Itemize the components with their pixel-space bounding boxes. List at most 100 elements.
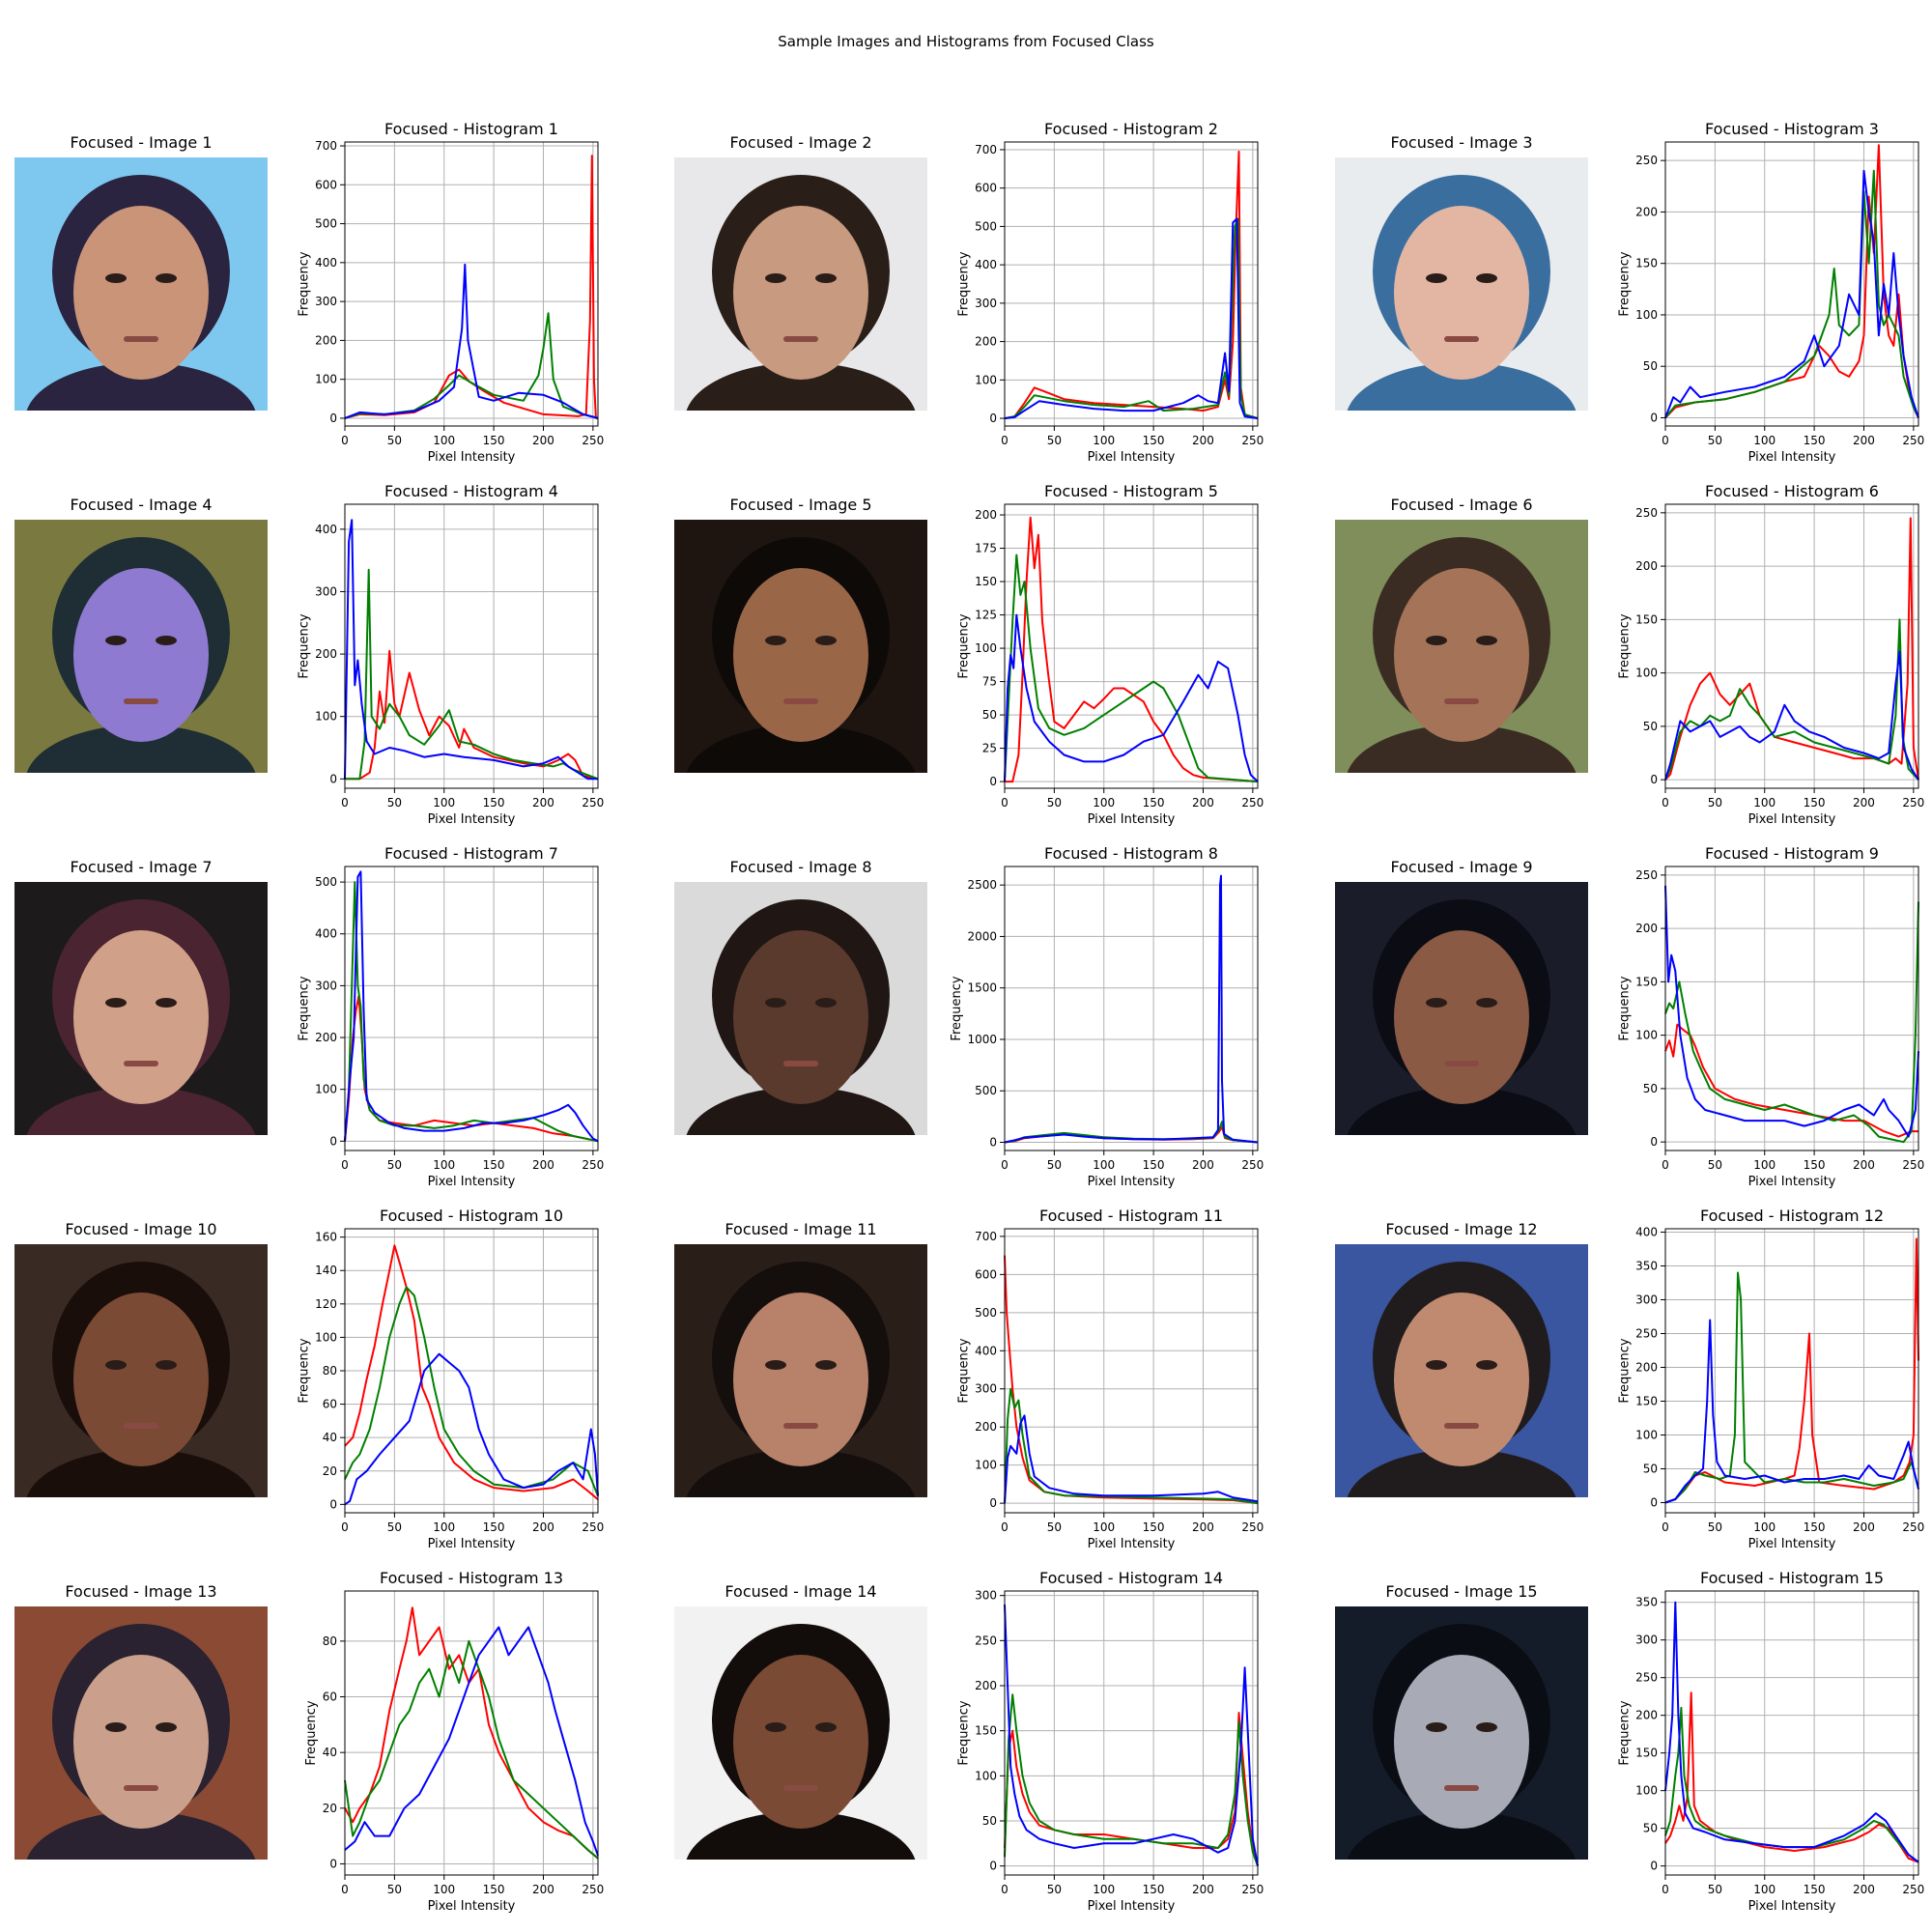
- face-photo: [14, 157, 268, 411]
- y-tick-label: 300: [975, 1589, 997, 1603]
- x-axis-label: Pixel Intensity: [1088, 812, 1176, 827]
- y-tick-label: 0: [329, 1857, 337, 1870]
- y-axis-label: Frequency: [957, 1700, 972, 1765]
- x-axis-label: Pixel Intensity: [428, 1537, 516, 1551]
- x-tick-label: 250: [582, 1520, 604, 1534]
- y-tick-label: 700: [975, 143, 997, 156]
- y-tick-label: 350: [1635, 1596, 1658, 1609]
- x-tick-label: 250: [1241, 1158, 1264, 1172]
- y-tick-label: 1000: [967, 1033, 997, 1046]
- histogram-chart: 0 50 100 150 200 250 0 100 200 300 400 Focused - Hi…: [298, 482, 605, 827]
- blue-channel-line: [1664, 885, 1919, 1138]
- x-tick-label: 100: [1753, 1883, 1776, 1896]
- y-tick-label: 50: [1643, 1463, 1658, 1476]
- y-tick-label: 100: [1635, 1429, 1658, 1442]
- face-photo: [14, 520, 268, 773]
- y-tick-label: 20: [323, 1464, 337, 1478]
- blue-channel-line: [1664, 1601, 1919, 1863]
- histogram-chart: 0 50 100 150 200 250 0 50 100 150 200 250 300 350 Focu…: [1618, 1569, 1925, 1914]
- x-axis-label: Pixel Intensity: [428, 1899, 516, 1914]
- histogram-title: Focused - Histogram 6: [1705, 482, 1879, 500]
- face-photo: [14, 882, 268, 1135]
- y-axis-label: Frequency: [1618, 251, 1633, 316]
- face-photo: [1335, 1606, 1588, 1860]
- axes-frame: [1664, 141, 1919, 427]
- green-channel-line: [344, 312, 599, 419]
- x-tick-label: 250: [1902, 1158, 1924, 1172]
- y-tick-label: 250: [1635, 1671, 1658, 1685]
- x-tick-label: 0: [341, 1883, 349, 1896]
- image-title: Focused - Image 14: [724, 1582, 877, 1601]
- x-tick-label: 0: [1001, 1883, 1009, 1896]
- y-tick-label: 200: [315, 647, 337, 661]
- x-tick-label: 200: [532, 1520, 554, 1534]
- x-tick-label: 100: [1093, 1520, 1115, 1534]
- image-title: Focused - Image 8: [729, 858, 872, 876]
- axes-frame: [1004, 1228, 1259, 1514]
- x-tick-label: 150: [483, 1883, 505, 1896]
- histogram-chart: 0 50 100 150 200 250 0 100 200 300 400 500 600 700 Foc…: [298, 120, 605, 465]
- y-tick-label: 200: [975, 335, 997, 349]
- image-title: Focused - Image 9: [1390, 858, 1533, 876]
- y-tick-label: 150: [975, 1724, 997, 1738]
- x-tick-label: 200: [1853, 796, 1875, 810]
- x-tick-label: 150: [1804, 1158, 1826, 1172]
- histogram-chart: 0 50 100 150 200 250 0 50 100 150 200 250 Focused - …: [1618, 120, 1925, 465]
- y-tick-label: 300: [975, 1382, 997, 1396]
- y-axis-label: Frequency: [950, 976, 964, 1040]
- y-tick-label: 100: [1635, 308, 1658, 322]
- y-tick-label: 60: [323, 1690, 337, 1704]
- y-tick-label: 200: [1635, 559, 1658, 573]
- x-tick-label: 0: [341, 434, 349, 447]
- y-tick-label: 160: [315, 1231, 337, 1244]
- x-tick-label: 200: [1853, 1883, 1875, 1896]
- y-tick-label: 20: [323, 1802, 337, 1815]
- blue-channel-line: [1664, 1319, 1919, 1504]
- x-axis-label: Pixel Intensity: [428, 450, 516, 465]
- histogram-title: Focused - Histogram 11: [1039, 1207, 1223, 1225]
- y-tick-label: 100: [1635, 1784, 1658, 1798]
- x-tick-label: 100: [1093, 796, 1115, 810]
- y-tick-label: 150: [1635, 975, 1658, 988]
- red-channel-line: [1005, 516, 1259, 783]
- histogram-chart: 0 50 100 150 200 250 0 100 200 300 400 500 Focused -…: [298, 844, 605, 1189]
- x-tick-label: 200: [532, 434, 554, 447]
- x-tick-label: 150: [1143, 1158, 1165, 1172]
- x-tick-label: 200: [1192, 1158, 1214, 1172]
- blue-channel-line: [1004, 1604, 1259, 1866]
- y-tick-label: 150: [975, 575, 997, 588]
- histogram-chart: 0 50 100 150 200 250 0 50 100 150 200 250 300 350 400 F…: [1618, 1207, 1925, 1551]
- y-tick-label: 50: [1643, 359, 1658, 373]
- y-axis-label: Frequency: [1618, 1338, 1633, 1403]
- y-tick-label: 600: [315, 178, 337, 191]
- y-tick-label: 500: [315, 217, 337, 231]
- blue-channel-line: [1004, 1414, 1259, 1504]
- y-tick-label: 200: [1635, 1709, 1658, 1722]
- image-title: Focused - Image 15: [1385, 1582, 1538, 1601]
- y-tick-label: 80: [323, 1634, 337, 1648]
- image-title: Focused - Image 7: [70, 858, 213, 876]
- x-tick-label: 0: [1001, 434, 1009, 447]
- x-tick-label: 0: [1662, 1883, 1669, 1896]
- x-tick-label: 250: [1241, 796, 1264, 810]
- x-tick-label: 200: [1853, 1520, 1875, 1534]
- y-tick-label: 100: [975, 1769, 997, 1782]
- x-tick-label: 0: [341, 796, 349, 810]
- x-axis-label: Pixel Intensity: [1748, 1537, 1836, 1551]
- x-tick-label: 50: [1708, 434, 1722, 447]
- y-tick-label: 100: [975, 373, 997, 386]
- x-tick-label: 100: [1093, 434, 1115, 447]
- y-tick-label: 100: [975, 641, 997, 655]
- y-tick-label: 50: [982, 1814, 997, 1828]
- y-tick-label: 400: [1635, 1226, 1658, 1239]
- x-axis-label: Pixel Intensity: [1748, 450, 1836, 465]
- x-tick-label: 100: [1753, 796, 1776, 810]
- x-tick-label: 250: [1902, 1883, 1924, 1896]
- y-tick-label: 50: [982, 708, 997, 722]
- axes-frame: [344, 866, 599, 1151]
- y-tick-label: 0: [329, 772, 337, 785]
- y-tick-label: 50: [1643, 1082, 1658, 1095]
- x-tick-label: 250: [582, 1158, 604, 1172]
- histogram-chart: 0 50 100 150 200 250 0 50 100 150 200 250 Focused - …: [1618, 482, 1925, 827]
- y-tick-label: 300: [315, 295, 337, 308]
